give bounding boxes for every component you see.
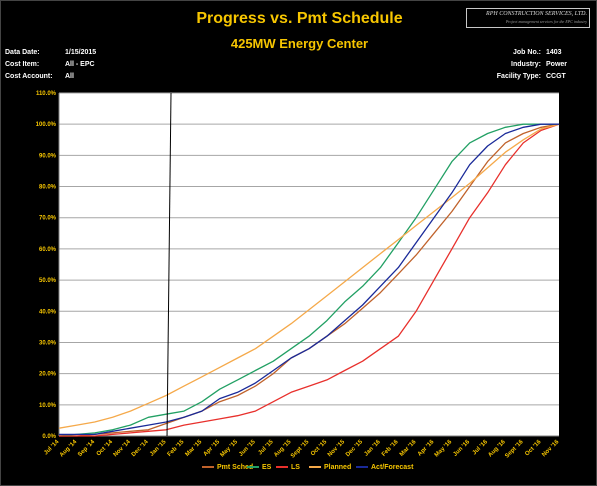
y-tick-label: 110.0% — [36, 91, 57, 97]
x-tick-label: May '16 — [434, 439, 454, 459]
x-tick-label: Oct '14 — [96, 439, 115, 458]
facility-type-value: CCGT — [546, 73, 566, 80]
cost-item-value: All - EPC — [65, 61, 95, 68]
y-tick-label: 80.0% — [39, 185, 57, 191]
legend-label: Planned — [324, 464, 351, 471]
y-tick-label: 70.0% — [39, 216, 57, 222]
x-tick-label: Sept '16 — [504, 439, 525, 460]
x-tick-label: Dec '15 — [345, 439, 364, 458]
y-tick-label: 10.0% — [39, 403, 57, 409]
x-tick-label: Jan '15 — [149, 439, 168, 458]
cost-account-value: All — [65, 73, 74, 80]
x-tick-label: Oct '16 — [524, 439, 543, 458]
series-line-planned — [58, 123, 560, 429]
y-tick-label: 40.0% — [39, 309, 57, 315]
series-line-es — [58, 123, 559, 437]
x-tick-label: Dec '14 — [131, 439, 150, 458]
x-tick-label: Jun '16 — [452, 439, 471, 458]
legend-label: ES — [262, 464, 272, 471]
x-tick-label: Feb '15 — [167, 439, 186, 458]
x-tick-label: Aug '14 — [59, 439, 79, 459]
company-logo: RPH CONSTRUCTION SERVICES, LTD. Project … — [466, 8, 590, 28]
chart-panel: 0.0% 10.0% 20.0% 30.0% 40.0% 50.0% 60.0% 70.0% 8… — [4, 88, 593, 480]
plot-area — [59, 93, 559, 436]
logo-tagline: Project management services for the EPC … — [505, 19, 587, 24]
series-line-act-forecast — [59, 123, 559, 436]
x-tick-label: Sept '15 — [290, 439, 311, 460]
data-date-line — [166, 92, 172, 437]
y-tick-label: 20.0% — [39, 372, 57, 378]
y-tick-label: 90.0% — [39, 153, 57, 159]
y-tick-label: 60.0% — [39, 247, 57, 253]
y-tick-label: 0.0% — [42, 434, 56, 440]
data-date-value: 1/15/2015 — [65, 49, 97, 56]
legend-label: LS — [291, 464, 300, 471]
series-line-ls — [59, 123, 560, 437]
y-tick-label: 30.0% — [39, 340, 57, 346]
x-tick-label: Mar '16 — [399, 439, 418, 458]
logo-company-name: RPH CONSTRUCTION SERVICES, LTD. — [486, 11, 587, 17]
x-tick-label: Mar '15 — [185, 439, 204, 458]
x-tick-label: Jun '15 — [238, 439, 257, 458]
legend-label: Pmt Sched — [217, 464, 253, 471]
industry-label: Industry: — [511, 61, 541, 68]
cost-item-label: Cost Item: — [5, 61, 40, 68]
data-date-label: Data Date: — [5, 49, 40, 56]
x-tick-label: Nov '14 — [113, 439, 133, 459]
report-subtitle: 425MW Energy Center — [230, 36, 369, 51]
x-tick-label: Feb '16 — [381, 439, 400, 458]
industry-value: Power — [546, 61, 568, 68]
y-tick-label: 100.0% — [36, 122, 57, 128]
job-no-value: 1403 — [546, 49, 562, 56]
facility-type-label: Facility Type: — [496, 73, 541, 80]
x-tick-label: Nov '15 — [327, 439, 347, 459]
legend-label: Act/Forecast — [371, 464, 414, 471]
report-title: Progress vs. Pmt Schedule — [196, 10, 403, 27]
y-tick-label: 50.0% — [39, 278, 57, 284]
x-tick-label: Jan '16 — [363, 439, 382, 458]
x-tick-label: Sep '14 — [77, 439, 96, 458]
x-tick-label: May '15 — [220, 439, 240, 459]
x-tick-label: Oct '15 — [310, 439, 329, 458]
cost-account-label: Cost Account: — [5, 73, 53, 80]
progress-chart: 0.0% 10.0% 20.0% 30.0% 40.0% 50.0% 60.0% 70.0% 8… — [36, 91, 561, 471]
x-tick-label: Nov '16 — [541, 439, 561, 459]
job-no-label: Job No.: — [513, 49, 541, 56]
